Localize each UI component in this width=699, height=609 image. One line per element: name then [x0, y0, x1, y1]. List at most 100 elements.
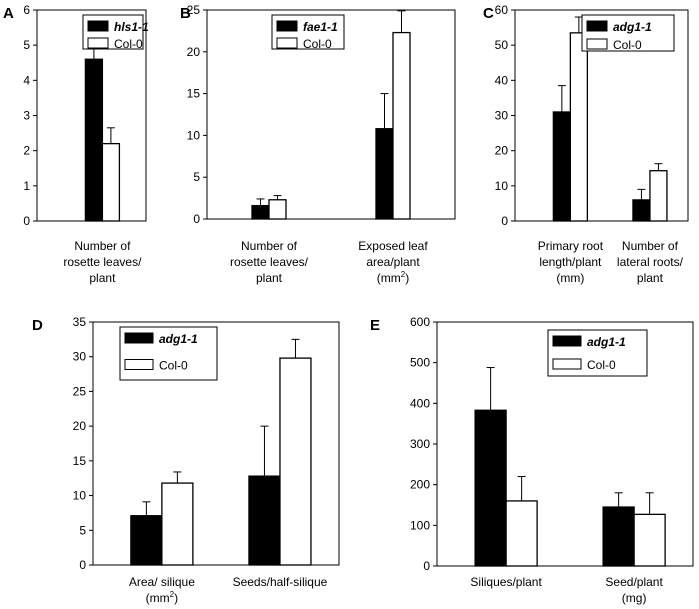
panel-d: D 0 5 10 15 20 25 30 35 Area/ silique(mm2) Seeds/h… [32, 315, 340, 605]
bar-adg1-1 [552, 111, 572, 222]
bar-fae1-1 [375, 128, 394, 220]
panel-e: E 0 100 200 300 400 500 600 Siliques/plant Seed/p… [370, 315, 694, 605]
legend-label: adg1-1 [613, 20, 652, 34]
legend-label: Col-0 [159, 359, 188, 373]
bar-adg1-1 [602, 506, 635, 567]
bar-Col-0 [279, 357, 312, 566]
legend-label: Col-0 [587, 358, 616, 372]
y-tick-label: 30 [495, 109, 509, 123]
legend-label: Col-0 [613, 38, 642, 52]
legend-swatch [586, 38, 608, 50]
panel-a: A 0 1 2 3 4 5 6 Number of rosette leaves/plant hls… [3, 3, 149, 285]
y-tick-label: 10 [495, 179, 509, 193]
y-tick-label: 2 [23, 144, 30, 158]
y-tick-label: 1 [23, 179, 30, 193]
y-tick-label: 20 [495, 144, 509, 158]
legend-label: Col-0 [303, 37, 332, 51]
category-label: plant [89, 271, 116, 285]
category-label: Siliques/plant [470, 575, 542, 589]
bar-hls1-1 [84, 58, 104, 222]
y-tick-label: 0 [79, 558, 86, 572]
legend: adg1-1 Col-0 [119, 326, 218, 381]
panel-letter: C [483, 5, 494, 22]
bar-Col-0 [569, 32, 589, 222]
y-tick-label: 400 [410, 396, 430, 410]
panel-b: B 0 5 10 15 20 25 Number of rosette leaves/plant… [180, 3, 456, 285]
bar-Col-0 [505, 500, 538, 567]
y-tick-label: 6 [23, 3, 30, 17]
legend-label: fae1-1 [303, 20, 338, 34]
category-label: (mg) [622, 591, 647, 605]
category-label: (mm) [556, 271, 584, 285]
panel-letter: B [180, 5, 191, 22]
y-tick-label: 25 [73, 384, 87, 398]
y-tick-label: 30 [73, 350, 87, 364]
category-label: plant [256, 271, 283, 285]
y-tick-label: 5 [23, 38, 30, 52]
legend-swatch [124, 359, 154, 370]
category-label: area/plant [366, 255, 420, 269]
category-label: length/plant [539, 255, 602, 269]
y-tick-label: 35 [73, 315, 87, 329]
bar-adg1-1 [474, 409, 507, 567]
bar-Col-0 [101, 142, 121, 222]
category-label: rosette leaves/ [63, 255, 142, 269]
category-label: Seed/plant [605, 575, 663, 589]
panel-letter: D [32, 317, 43, 334]
y-tick-label: 60 [495, 3, 509, 17]
bar-fae1-1 [251, 204, 270, 220]
y-tick-label: 0 [423, 559, 430, 573]
y-tick-label: 15 [73, 454, 87, 468]
y-tick-label: 100 [410, 518, 430, 532]
y-tick-label: 600 [410, 315, 430, 329]
legend: fae1-1 Col-0 [271, 14, 345, 51]
legend-swatch [276, 20, 298, 32]
bar-Col-0 [392, 31, 411, 220]
y-tick-label: 0 [501, 214, 508, 228]
legend-swatch [552, 358, 582, 370]
category-label: Number of [241, 239, 298, 253]
legend-label: hls1-1 [114, 20, 149, 34]
legend-swatch [124, 332, 154, 344]
panel-c: C 0 10 20 30 40 50 60 Primary root length/plant (m… [483, 3, 689, 285]
legend-label: Col-0 [114, 37, 143, 51]
legend-label: adg1-1 [159, 332, 198, 346]
category-label: Number of [74, 239, 131, 253]
bar-adg1-1 [130, 515, 163, 566]
y-tick-label: 5 [193, 170, 200, 184]
category-label: Number of [622, 239, 679, 253]
y-tick-label: 3 [23, 109, 30, 123]
y-tick-label: 10 [187, 128, 201, 142]
y-tick-label: 50 [495, 38, 509, 52]
bar-adg1-1 [248, 475, 281, 566]
category-label: Area/ silique [129, 575, 195, 589]
y-tick-label: 0 [23, 214, 30, 228]
legend-swatch [87, 20, 109, 32]
plot-frame [206, 9, 456, 220]
y-tick-label: 5 [79, 523, 86, 537]
y-tick-label: 40 [495, 73, 509, 87]
legend-swatch [87, 37, 109, 49]
bar-adg1-1 [632, 199, 651, 222]
category-label: (mm2) [377, 270, 409, 285]
y-tick-label: 20 [187, 45, 201, 59]
legend-swatch [276, 37, 298, 49]
legend: adg1-1 Col-0 [547, 329, 648, 377]
legend: adg1-1 Col-0 [581, 14, 675, 52]
legend-swatch [586, 20, 608, 32]
legend: hls1-1 Col-0 [82, 14, 149, 51]
y-tick-label: 15 [187, 87, 201, 101]
category-label: rosette leaves/ [230, 255, 309, 269]
bar-Col-0 [161, 482, 194, 566]
bar-Col-0 [633, 513, 666, 567]
bar-Col-0 [268, 199, 287, 220]
bar-Col-0 [649, 170, 668, 222]
y-tick-label: 300 [410, 437, 430, 451]
legend-swatch [552, 335, 582, 347]
category-label: (mm2) [146, 590, 178, 605]
y-tick-label: 500 [410, 356, 430, 370]
y-tick-label: 20 [73, 419, 87, 433]
category-label: Seeds/half-silique [233, 575, 328, 589]
panel-letter: E [370, 317, 380, 334]
